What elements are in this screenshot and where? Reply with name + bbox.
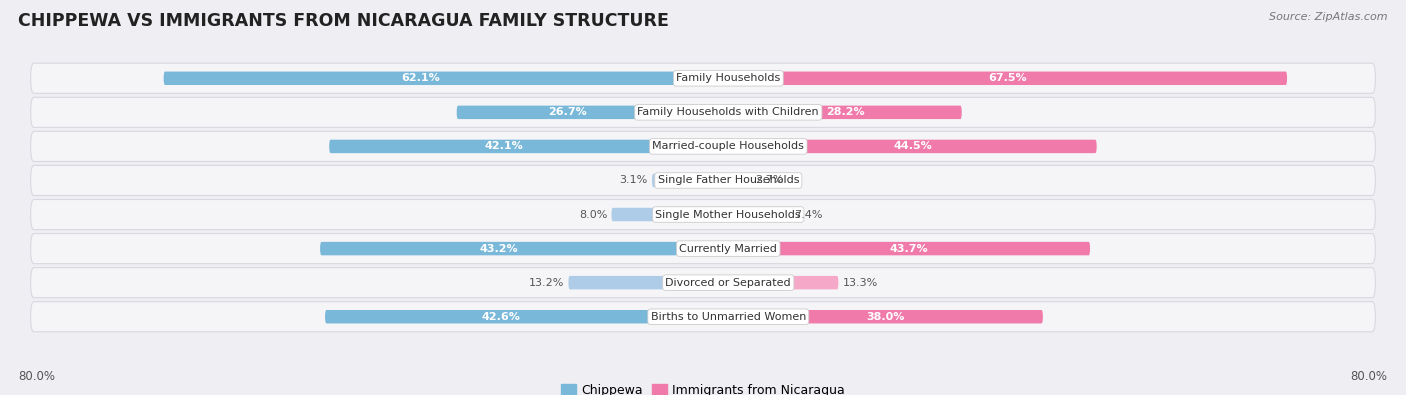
- Text: 42.6%: 42.6%: [482, 312, 520, 322]
- Text: 80.0%: 80.0%: [1351, 370, 1388, 383]
- FancyBboxPatch shape: [31, 267, 1375, 298]
- Text: 38.0%: 38.0%: [866, 312, 905, 322]
- Text: 44.5%: 44.5%: [893, 141, 932, 151]
- FancyBboxPatch shape: [31, 132, 1375, 162]
- FancyBboxPatch shape: [321, 242, 678, 255]
- FancyBboxPatch shape: [329, 140, 678, 153]
- FancyBboxPatch shape: [31, 199, 1375, 229]
- FancyBboxPatch shape: [457, 105, 678, 119]
- FancyBboxPatch shape: [728, 174, 751, 187]
- FancyBboxPatch shape: [163, 71, 678, 85]
- Text: 80.0%: 80.0%: [18, 370, 55, 383]
- Text: Family Households: Family Households: [676, 73, 780, 83]
- Text: 3.1%: 3.1%: [620, 175, 648, 186]
- FancyBboxPatch shape: [325, 310, 678, 324]
- FancyBboxPatch shape: [652, 174, 678, 187]
- FancyBboxPatch shape: [568, 276, 678, 290]
- Text: Births to Unmarried Women: Births to Unmarried Women: [651, 312, 806, 322]
- FancyBboxPatch shape: [31, 63, 1375, 93]
- FancyBboxPatch shape: [612, 208, 678, 221]
- Text: Married-couple Households: Married-couple Households: [652, 141, 804, 151]
- Text: Divorced or Separated: Divorced or Separated: [665, 278, 792, 288]
- FancyBboxPatch shape: [728, 71, 1286, 85]
- FancyBboxPatch shape: [728, 242, 1090, 255]
- Text: 26.7%: 26.7%: [548, 107, 586, 117]
- FancyBboxPatch shape: [728, 310, 1043, 324]
- Text: 43.2%: 43.2%: [479, 244, 519, 254]
- Text: 43.7%: 43.7%: [890, 244, 928, 254]
- Text: CHIPPEWA VS IMMIGRANTS FROM NICARAGUA FAMILY STRUCTURE: CHIPPEWA VS IMMIGRANTS FROM NICARAGUA FA…: [18, 12, 669, 30]
- FancyBboxPatch shape: [31, 97, 1375, 128]
- FancyBboxPatch shape: [728, 208, 790, 221]
- Text: Single Father Households: Single Father Households: [658, 175, 799, 186]
- Text: 7.4%: 7.4%: [794, 209, 823, 220]
- FancyBboxPatch shape: [728, 140, 1097, 153]
- Text: 2.7%: 2.7%: [755, 175, 783, 186]
- Text: 28.2%: 28.2%: [825, 107, 865, 117]
- FancyBboxPatch shape: [728, 276, 838, 290]
- Text: 62.1%: 62.1%: [401, 73, 440, 83]
- Text: Family Households with Children: Family Households with Children: [637, 107, 820, 117]
- FancyBboxPatch shape: [31, 166, 1375, 196]
- Text: 67.5%: 67.5%: [988, 73, 1026, 83]
- Text: 13.2%: 13.2%: [529, 278, 564, 288]
- Text: Source: ZipAtlas.com: Source: ZipAtlas.com: [1270, 12, 1388, 22]
- FancyBboxPatch shape: [31, 302, 1375, 332]
- FancyBboxPatch shape: [728, 105, 962, 119]
- FancyBboxPatch shape: [31, 233, 1375, 263]
- Text: Currently Married: Currently Married: [679, 244, 778, 254]
- Text: Single Mother Households: Single Mother Households: [655, 209, 801, 220]
- Text: 42.1%: 42.1%: [484, 141, 523, 151]
- Text: 8.0%: 8.0%: [579, 209, 607, 220]
- Text: 13.3%: 13.3%: [842, 278, 877, 288]
- Legend: Chippewa, Immigrants from Nicaragua: Chippewa, Immigrants from Nicaragua: [555, 379, 851, 395]
